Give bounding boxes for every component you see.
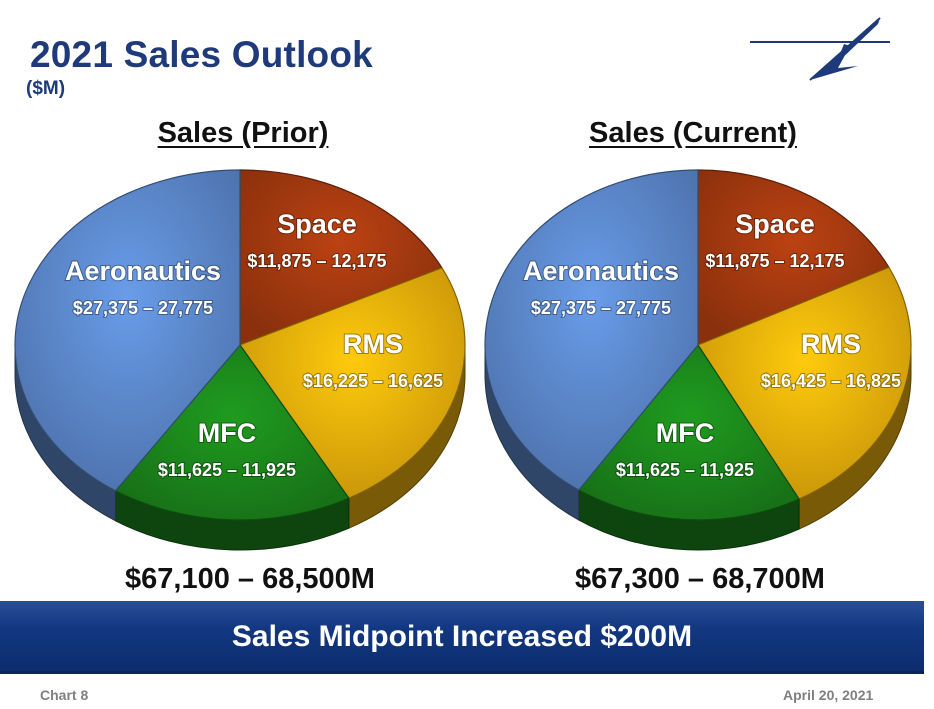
slice-range-aeronautics: $27,375 – 27,775 — [531, 298, 671, 318]
pie-slice-mfc — [114, 344, 350, 521]
slice-range-rms: $16,425 – 16,825 — [761, 371, 901, 391]
total-prior: $67,100 – 68,500M — [125, 563, 375, 595]
slice-name-mfc: MFC — [656, 418, 714, 448]
slice-name-aeronautics: Aeronautics — [65, 256, 221, 286]
chart-number: Chart 8 — [40, 687, 89, 703]
slice-name-aeronautics: Aeronautics — [523, 256, 679, 286]
pie-slice-rms — [239, 267, 466, 499]
slice-range-mfc: $11,625 – 11,925 — [616, 460, 754, 480]
pie-slice-aeronautics — [14, 169, 241, 492]
pie-0: Space $11,875 – 12,175 RMS $16,225 – 16,625… — [14, 169, 466, 551]
slice-range-space: $11,875 – 12,175 — [247, 251, 386, 271]
slice-name-mfc: MFC — [198, 418, 256, 448]
pie-slice-aeronautics — [484, 169, 699, 491]
slide-date: April 20, 2021 — [783, 687, 874, 703]
banner-text: Sales Midpoint Increased $200M — [231, 620, 693, 653]
slice-name-space: Space — [735, 209, 815, 239]
page-title: 2021 Sales Outlook — [30, 34, 373, 75]
chart-title-current: Sales (Current) — [589, 117, 797, 149]
slice-range-mfc: $11,625 – 11,925 — [158, 460, 296, 480]
units-subtitle: ($M) — [26, 78, 66, 99]
slice-range-rms: $16,225 – 16,625 — [303, 371, 443, 391]
pie-slice-mfc — [577, 343, 800, 521]
slice-name-rms: RMS — [801, 329, 861, 359]
star-logo-icon — [750, 17, 890, 81]
pie-slice-space — [697, 169, 890, 346]
pie-slice-space — [239, 169, 443, 346]
chart-title-prior: Sales (Prior) — [157, 117, 329, 149]
pie-1: Space $11,875 – 12,175 RMS $16,425 – 16,825… — [484, 169, 912, 551]
summary-banner: Sales Midpoint Increased $200M — [0, 601, 924, 674]
slice-range-space: $11,875 – 12,175 — [705, 251, 844, 271]
slice-range-aeronautics: $27,375 – 27,775 — [73, 298, 213, 318]
slice-name-space: Space — [277, 209, 357, 239]
pie-charts: Space $11,875 – 12,175 RMS $16,225 – 16,625… — [14, 169, 912, 551]
total-current: $67,300 – 68,700M — [575, 563, 825, 595]
pie-slice-rms — [697, 266, 912, 500]
slice-name-rms: RMS — [343, 329, 403, 359]
